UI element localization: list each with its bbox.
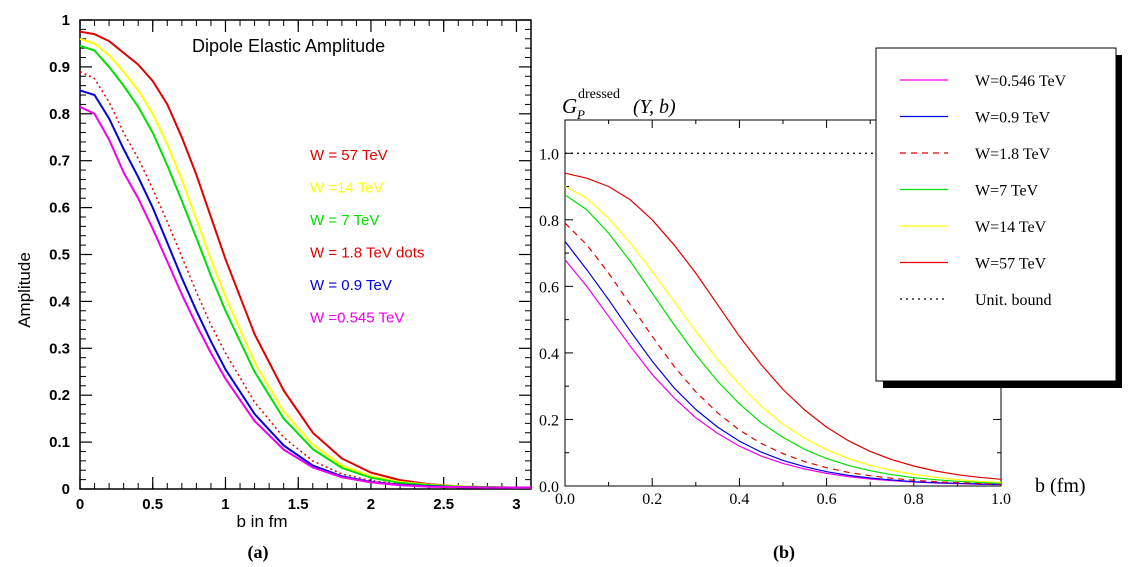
plot-a-ticks: 0 0.1 0.2 0.3 0.4 0.5 0.6 0.7 0.8 0.9 1 0 0.5 1 1.5 2 2.… <box>49 12 531 513</box>
plot-b-series-line <box>564 172 1002 480</box>
plot-b-legend-label: W=0.9 TeV <box>975 110 1051 127</box>
plot-b-ticks: 0.0 0.2 0.4 0.6 0.8 1.0 0.0 0.2 0.4 0.6 0.8 1.0 <box>539 119 1011 508</box>
plot-a-series-line <box>79 105 531 489</box>
plot-b-xlabel: b <box>1035 475 1045 497</box>
plot-a-ylabel: Amplitude <box>15 252 34 328</box>
plot-b-ylabel-main: G <box>562 94 577 118</box>
plot-b-xtick-label: 1.0 <box>991 491 1011 508</box>
plot-b-legend-label: W=57 TeV <box>975 256 1047 273</box>
plot-b-xtick-label: 0.0 <box>555 491 575 508</box>
plot-b-ylabel-sup: dressed <box>578 87 620 102</box>
panel-b: 0.0 0.2 0.4 0.6 0.8 1.0 0.0 0.2 0.4 0.6 0.8 1.0 W=0… <box>539 47 1122 563</box>
plot-a-ytick-label: 0.3 <box>49 340 70 357</box>
plot-b-xtick-label: 0.6 <box>817 491 837 508</box>
plot-a-xtick-label: 2.5 <box>433 496 454 513</box>
plot-a-ytick-label: 0.6 <box>49 200 70 217</box>
plot-a-xtick-label: 0 <box>76 496 84 513</box>
plot-b-ylabel-args: (Y, b) <box>633 96 676 118</box>
plot-a-ytick-label: 0.8 <box>49 106 70 123</box>
plot-a-xlabel: b in fm <box>236 512 287 531</box>
plot-a-legend-label: W = 57 TeV <box>310 147 388 164</box>
plot-b-ytick-label: 0.8 <box>539 213 559 230</box>
plot-a-xtick-label: 0.5 <box>142 496 163 513</box>
plot-a-title: Dipole Elastic Amplitude <box>192 36 385 56</box>
plot-b-ytick-label: 0.0 <box>539 479 559 496</box>
plot-a-xtick-label: 1.5 <box>288 496 309 513</box>
plot-b-curves <box>564 152 1002 486</box>
plot-a-xtick-label: 1 <box>221 496 229 513</box>
panel-a: 0 0.1 0.2 0.3 0.4 0.5 0.6 0.7 0.8 0.9 1 0 0.5 1 1.5 2 2.… <box>15 12 532 563</box>
plot-a-curves <box>79 30 531 489</box>
plot-b-legend-label: W=7 TeV <box>975 183 1039 200</box>
plot-a-ytick-label: 0.7 <box>49 153 70 170</box>
plot-b-legend: W=0.546 TeV W=0.9 TeV W=1.8 TeV W=7 TeV W=14… <box>900 73 1067 309</box>
plot-b-legend-label: W=14 TeV <box>975 219 1047 236</box>
plot-b-ytick-label: 0.2 <box>539 412 559 429</box>
panel-a-label: (a) <box>248 542 269 563</box>
plot-a-ytick-label: 0.2 <box>49 387 70 404</box>
plot-a-ytick-label: 0.5 <box>49 247 70 264</box>
plot-b-ytick-label: 1.0 <box>539 146 559 163</box>
plot-b-series-line <box>564 241 1002 485</box>
plot-a-xtick-label: 2 <box>367 496 375 513</box>
plot-b-legend-label: W=1.8 TeV <box>975 146 1051 163</box>
plot-b-xtick-label: 0.4 <box>729 491 749 508</box>
plot-b-xtick-label: 0.8 <box>904 491 924 508</box>
plot-b-legend-label: W=0.546 TeV <box>975 73 1067 90</box>
plot-a-ytick-label: 1 <box>62 12 70 29</box>
plot-a-xtick-label: 3 <box>512 496 520 513</box>
plot-b-series-line <box>564 194 1002 484</box>
plot-b-ylabel-sub: P <box>576 107 585 122</box>
plot-b-ytick-label: 0.4 <box>539 346 559 363</box>
plot-a-ytick-label: 0.1 <box>49 434 70 451</box>
plot-b-series-line <box>564 185 1002 483</box>
panel-b-label: (b) <box>773 542 795 563</box>
plot-a-ytick-label: 0.4 <box>49 293 71 310</box>
plot-a-legend-label: W =0.545 TeV <box>310 310 404 327</box>
plot-a-legend-label: W = 7 TeV <box>310 212 379 229</box>
plot-b-series-line <box>564 222 1002 485</box>
plot-a-legend-label: W =14 TeV <box>310 180 384 197</box>
plot-a-legend-label: W = 0.9 TeV <box>310 277 392 294</box>
plot-b-legend-label: Unit. bound <box>975 292 1051 309</box>
plot-a-legend: W = 57 TeV W =14 TeV W = 7 TeV W = 1.8 TeV … <box>310 147 424 327</box>
plot-a-legend-label: W = 1.8 TeV dots <box>310 245 424 262</box>
plot-a-frame <box>79 19 532 490</box>
plot-b-ytick-label: 0.6 <box>539 279 559 296</box>
plot-b-xlabel-unit: (fm) <box>1050 475 1086 497</box>
plot-a-ytick-label: 0.9 <box>49 59 70 76</box>
plot-b-legend-box <box>875 47 1117 382</box>
plot-b-xtick-label: 0.2 <box>642 491 662 508</box>
plot-a-ytick-label: 0 <box>62 481 70 498</box>
